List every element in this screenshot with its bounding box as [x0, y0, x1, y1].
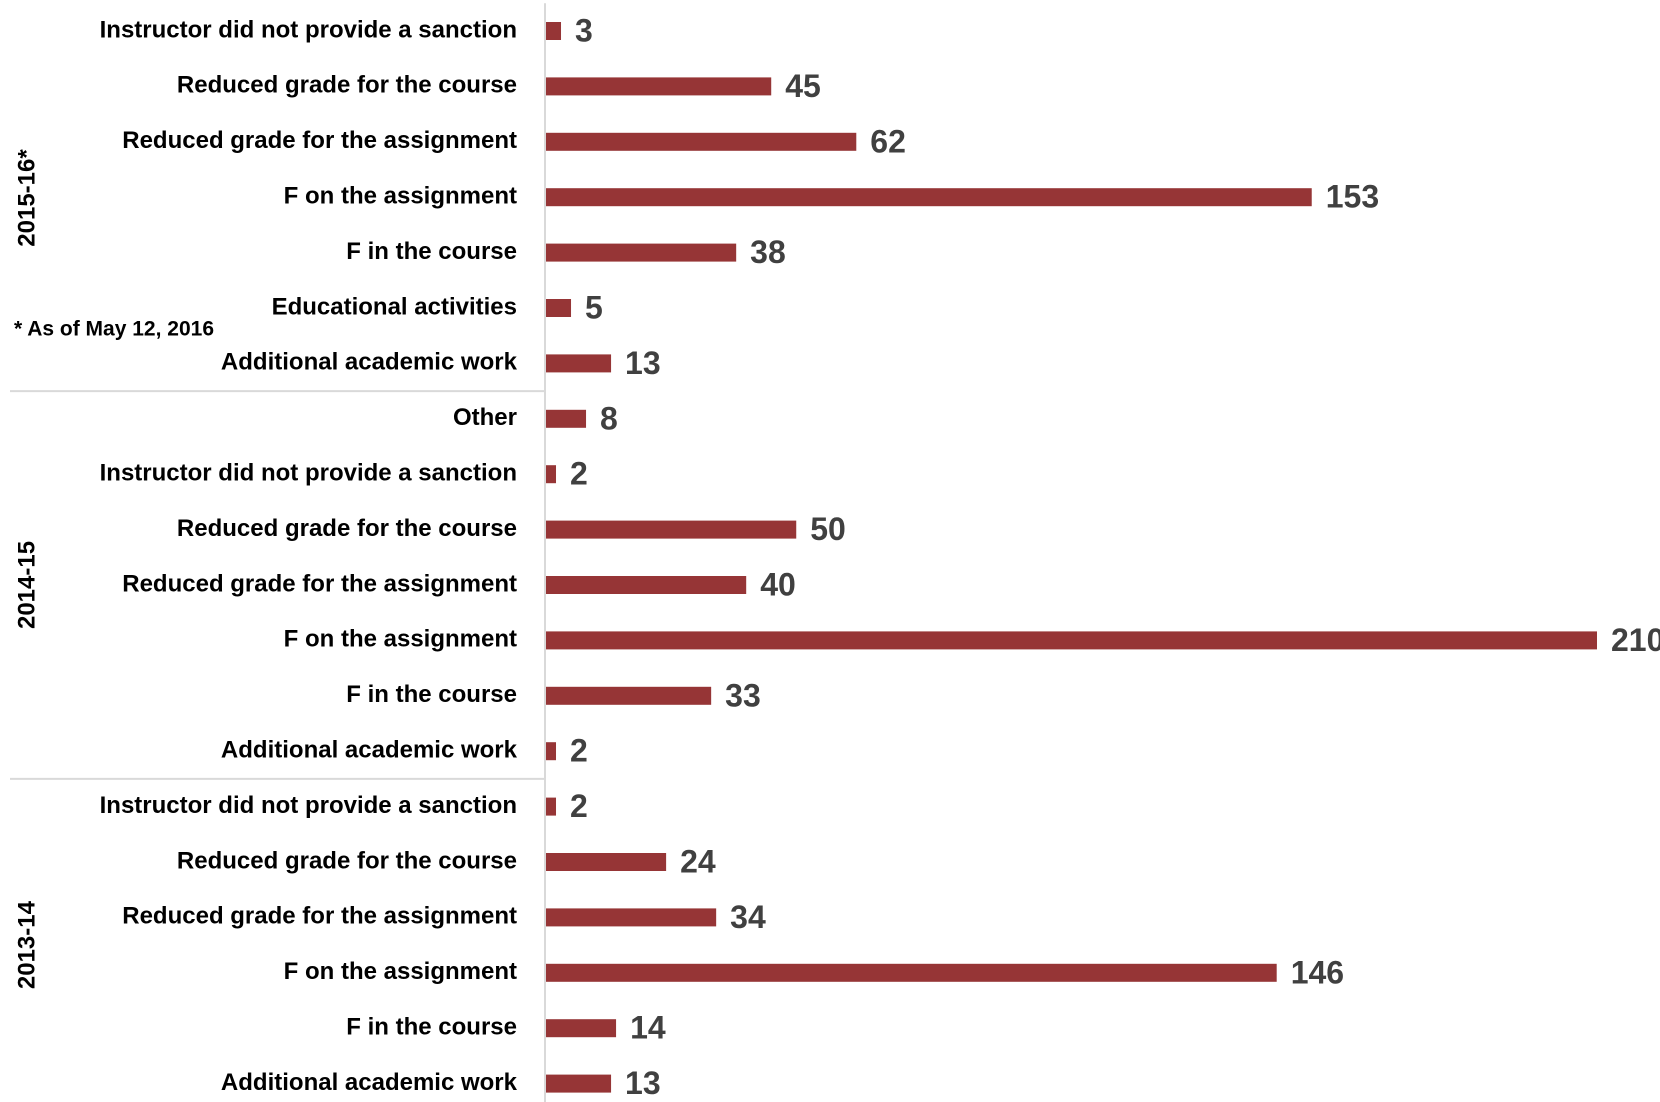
category-label: F on the assignment	[284, 183, 517, 210]
category-label: F in the course	[346, 681, 517, 708]
value-label: 13	[625, 345, 661, 381]
value-label: 5	[585, 289, 603, 325]
category-label: F in the course	[346, 1014, 517, 1041]
bar	[546, 797, 557, 816]
bar	[546, 299, 572, 317]
value-label: 14	[630, 1010, 666, 1046]
bar	[546, 22, 562, 40]
category-label: Reduced grade for the assignment	[122, 570, 517, 597]
category-label: Educational activities	[272, 293, 517, 320]
category-label: Instructor did not provide a sanction	[100, 460, 517, 487]
bar	[546, 1019, 617, 1038]
bar-layer	[546, 22, 1597, 1093]
group-label-layer: 2015-16* 2014-15 2013-14	[13, 149, 40, 990]
bar	[546, 742, 557, 761]
value-label: 8	[600, 400, 618, 436]
value-label: 146	[1291, 954, 1344, 990]
bar	[546, 409, 587, 428]
axis-layer	[10, 3, 546, 1102]
bar	[546, 1074, 612, 1093]
bar	[546, 853, 667, 871]
group-label: 2015-16*	[13, 149, 40, 247]
bar	[546, 686, 712, 705]
value-label: 38	[750, 234, 786, 270]
category-label: Additional academic work	[221, 349, 518, 376]
category-label: F on the assignment	[284, 958, 517, 985]
value-label: 24	[680, 843, 716, 879]
value-label: 45	[785, 68, 821, 104]
bar	[546, 132, 857, 151]
category-label: F in the course	[346, 238, 517, 265]
category-label: Reduced grade for the course	[177, 847, 517, 874]
bar	[546, 908, 717, 927]
value-label: 153	[1326, 179, 1379, 215]
value-label: 2	[570, 733, 588, 769]
value-label: 33	[725, 677, 761, 713]
category-label-layer: Instructor did not provide a sanction Red…	[100, 16, 518, 1096]
group-label: 2013-14	[13, 900, 40, 989]
value-label: 34	[730, 899, 766, 935]
bar	[546, 465, 557, 484]
value-label: 50	[810, 511, 846, 547]
value-label: 62	[870, 123, 906, 159]
category-label: Reduced grade for the course	[177, 515, 517, 542]
category-label: Other	[453, 404, 517, 431]
category-label: F on the assignment	[284, 626, 517, 653]
value-label: 13	[625, 1065, 661, 1101]
category-label: Additional academic work	[221, 737, 518, 764]
bar	[546, 520, 797, 539]
category-label: Instructor did not provide a sanction	[100, 792, 517, 819]
category-label: Additional academic work	[221, 1069, 518, 1096]
bar	[546, 77, 772, 96]
bar	[546, 576, 747, 594]
footnote: * As of May 12, 2016	[14, 318, 214, 341]
value-label: 2	[570, 788, 588, 824]
value-label: 210	[1611, 622, 1660, 658]
category-label: Reduced grade for the assignment	[122, 127, 517, 154]
group-label: 2014-15	[13, 541, 40, 629]
bar	[546, 631, 1597, 650]
value-label: 40	[760, 566, 796, 602]
value-label: 2	[570, 456, 588, 492]
value-label: 3	[575, 12, 593, 48]
category-label: Reduced grade for the course	[177, 72, 517, 99]
category-label: Instructor did not provide a sanction	[100, 16, 517, 43]
bar	[546, 188, 1312, 207]
category-label: Reduced grade for the assignment	[122, 903, 517, 930]
bar	[546, 963, 1277, 982]
bar	[546, 354, 612, 373]
bar	[546, 243, 737, 262]
